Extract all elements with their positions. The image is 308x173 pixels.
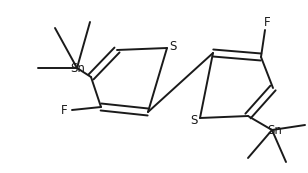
Text: F: F [61,103,67,116]
Text: S: S [190,113,198,126]
Text: Sn: Sn [71,62,85,75]
Text: S: S [169,40,177,53]
Text: F: F [264,16,270,30]
Text: Sn: Sn [268,125,282,138]
